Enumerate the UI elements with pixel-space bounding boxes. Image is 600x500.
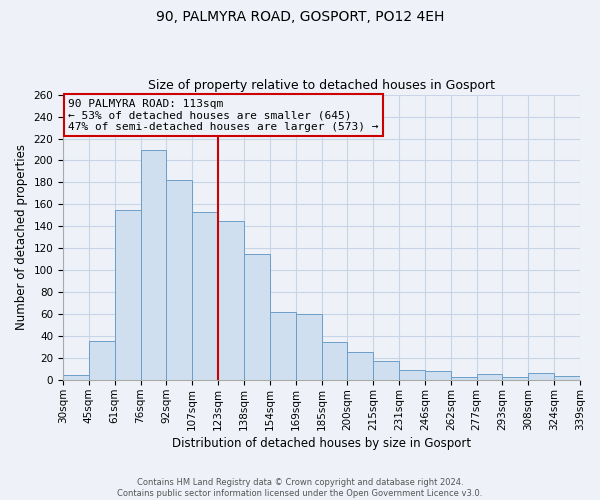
- Bar: [192, 212, 218, 380]
- Text: 90 PALMYRA ROAD: 113sqm
← 53% of detached houses are smaller (645)
47% of semi-d: 90 PALMYRA ROAD: 113sqm ← 53% of detache…: [68, 99, 379, 132]
- Bar: [218, 221, 244, 380]
- Bar: [166, 180, 192, 380]
- Bar: [270, 312, 296, 380]
- Bar: [399, 370, 425, 380]
- Bar: [554, 376, 580, 380]
- Bar: [63, 375, 89, 380]
- Y-axis label: Number of detached properties: Number of detached properties: [15, 144, 28, 330]
- Bar: [425, 372, 451, 380]
- Text: Contains HM Land Registry data © Crown copyright and database right 2024.
Contai: Contains HM Land Registry data © Crown c…: [118, 478, 482, 498]
- Bar: [529, 372, 554, 380]
- Title: Size of property relative to detached houses in Gosport: Size of property relative to detached ho…: [148, 79, 495, 92]
- Bar: [115, 210, 140, 380]
- Bar: [476, 374, 502, 380]
- Bar: [373, 360, 399, 380]
- Bar: [140, 150, 166, 380]
- Bar: [89, 340, 115, 380]
- X-axis label: Distribution of detached houses by size in Gosport: Distribution of detached houses by size …: [172, 437, 471, 450]
- Bar: [322, 342, 347, 380]
- Bar: [244, 254, 270, 380]
- Bar: [296, 314, 322, 380]
- Bar: [347, 352, 373, 380]
- Bar: [451, 377, 476, 380]
- Text: 90, PALMYRA ROAD, GOSPORT, PO12 4EH: 90, PALMYRA ROAD, GOSPORT, PO12 4EH: [156, 10, 444, 24]
- Bar: [502, 377, 529, 380]
